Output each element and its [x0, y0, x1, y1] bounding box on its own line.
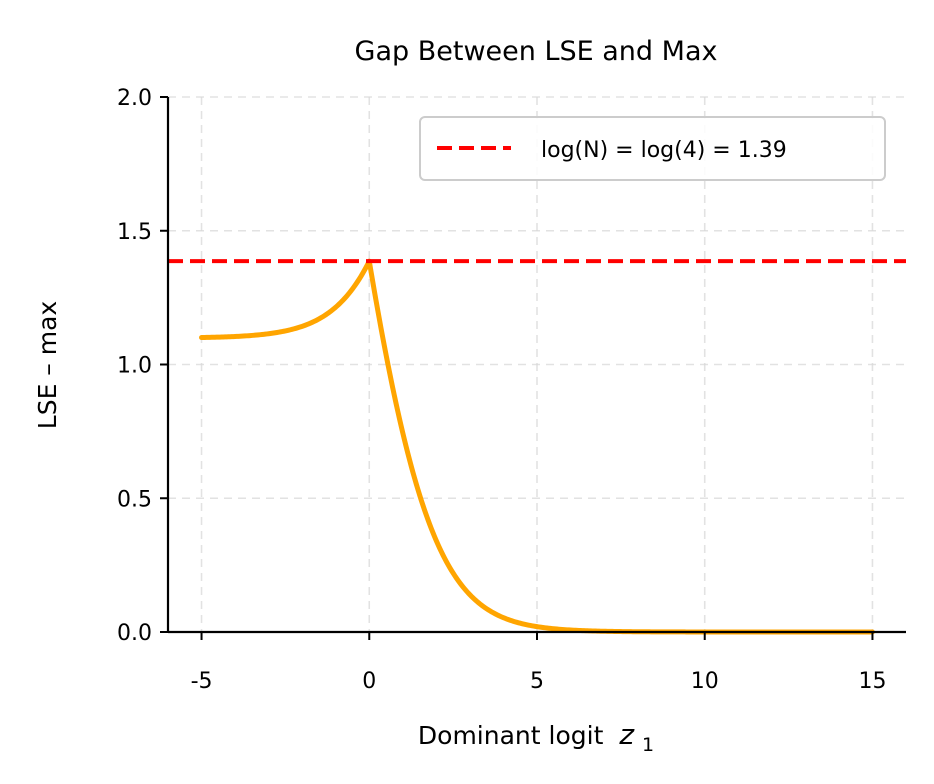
- legend-box: [419, 116, 886, 181]
- legend: log(N) = log(4) = 1.39: [419, 116, 886, 181]
- x-tick-label: 0: [362, 669, 376, 694]
- x-tick-label: -5: [191, 669, 213, 694]
- y-tick-label: 2.0: [117, 86, 152, 111]
- y-tick-label: 0.0: [117, 621, 152, 646]
- x-tick-label: 5: [530, 669, 544, 694]
- y-tick-label: 1.0: [117, 354, 152, 379]
- chart-title: Gap Between LSE and Max: [355, 36, 718, 67]
- ticks-layer: -5 0 5 10 15 0.0 0.5 1.0 1.5 2.0: [117, 86, 886, 694]
- x-tick-label: 10: [691, 669, 719, 694]
- x-axis-label-text: Dominant logit: [418, 721, 604, 750]
- y-axis-label: LSE – max: [33, 301, 62, 429]
- x-axis-label: Dominant logit z 1: [418, 718, 654, 756]
- legend-label-logn: log(N) = log(4) = 1.39: [541, 138, 787, 163]
- x-axis-label-subscript: 1: [642, 734, 654, 756]
- y-tick-label: 1.5: [117, 220, 152, 245]
- y-tick-label: 0.5: [117, 487, 152, 512]
- x-axis-label-math: z: [618, 718, 635, 751]
- x-tick-label: 15: [858, 669, 886, 694]
